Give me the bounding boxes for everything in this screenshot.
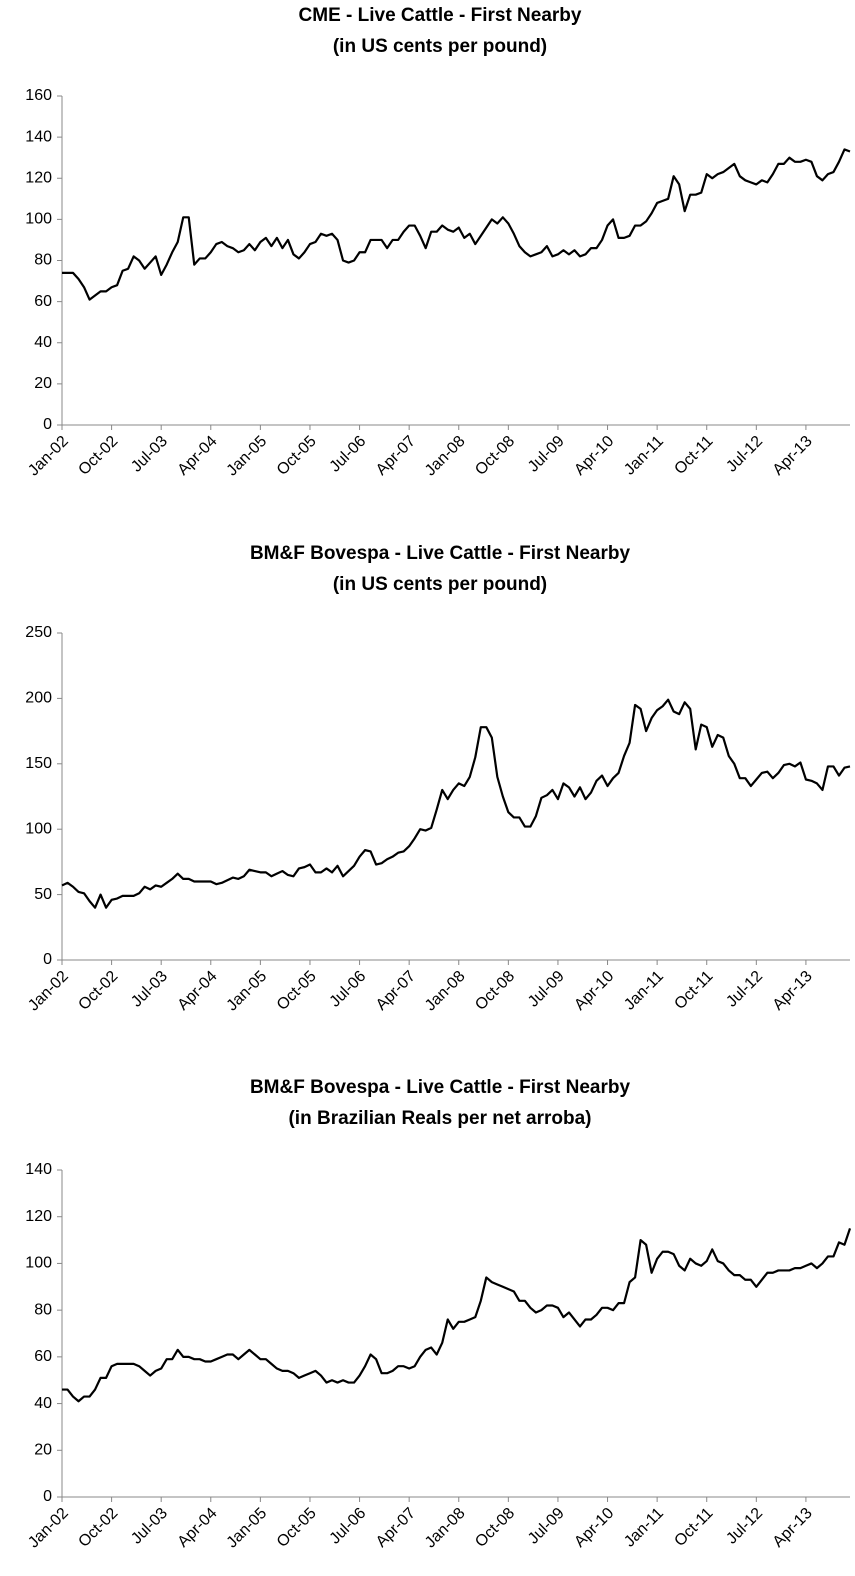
y-tick-label: 100 [25, 820, 52, 837]
y-tick-label: 40 [34, 1395, 52, 1412]
y-tick-label: 60 [34, 1348, 52, 1365]
y-tick-label: 40 [34, 334, 52, 351]
x-tick-label: Jan-02 [25, 968, 72, 1015]
x-tick-label: Oct-08 [472, 433, 518, 479]
x-tick-label: Jul-06 [327, 968, 370, 1011]
y-tick-label: 150 [25, 755, 52, 772]
x-tick-label: Jul-12 [723, 1505, 766, 1548]
chart-subtitle: (in US cents per pound) [333, 574, 547, 595]
x-tick-label: Apr-10 [571, 433, 617, 479]
x-tick-label: Jul-06 [327, 433, 370, 476]
chart-title: BM&F Bovespa - Live Cattle - First Nearb… [250, 543, 631, 564]
y-tick-label: 200 [25, 690, 52, 707]
x-tick-label: Oct-05 [274, 968, 320, 1014]
x-tick-label: Jul-09 [525, 1505, 568, 1548]
x-tick-label: Oct-05 [274, 433, 320, 479]
y-tick-label: 250 [25, 624, 52, 641]
data-line [62, 148, 851, 301]
y-tick-label: 50 [34, 886, 52, 903]
x-tick-label: Apr-07 [373, 1505, 419, 1551]
y-tick-label: 120 [25, 169, 52, 186]
x-tick-label: Apr-04 [175, 1505, 221, 1551]
x-tick-label: Oct-08 [472, 1505, 518, 1551]
x-tick-label: Oct-05 [274, 1505, 320, 1551]
x-tick-label: Jul-12 [723, 968, 766, 1011]
x-tick-label: Jul-09 [525, 968, 568, 1011]
chart-title: BM&F Bovespa - Live Cattle - First Nearb… [250, 1077, 631, 1098]
y-tick-label: 0 [43, 951, 52, 968]
x-tick-label: Apr-13 [770, 968, 816, 1014]
y-tick-label: 80 [34, 1301, 52, 1318]
y-tick-label: 60 [34, 293, 52, 310]
y-tick-label: 0 [43, 416, 52, 433]
x-tick-label: Jul-06 [327, 1505, 370, 1548]
x-tick-label: Jan-11 [621, 968, 667, 1014]
x-tick-label: Jan-11 [621, 1505, 667, 1551]
x-tick-label: Apr-07 [373, 433, 419, 479]
y-tick-label: 160 [25, 87, 52, 104]
x-tick-label: Apr-04 [175, 433, 221, 479]
data-line [61, 698, 851, 909]
x-tick-label: Apr-04 [175, 968, 221, 1014]
x-tick-label: Oct-11 [671, 968, 716, 1013]
x-tick-label: Jul-03 [128, 433, 171, 476]
x-tick-label: Apr-13 [770, 433, 816, 479]
x-tick-label: Jan-05 [224, 433, 271, 480]
x-tick-label: Oct-02 [75, 1505, 121, 1551]
y-tick-label: 20 [34, 375, 52, 392]
data-line [62, 1228, 852, 1403]
x-tick-label: Jan-05 [224, 1505, 271, 1552]
x-tick-label: Jan-11 [621, 433, 667, 479]
x-tick-label: Jan-08 [422, 433, 469, 480]
x-tick-label: Apr-13 [770, 1505, 816, 1551]
y-tick-label: 20 [34, 1442, 52, 1459]
y-tick-label: 140 [25, 1161, 52, 1178]
chart-title: CME - Live Cattle - First Nearby [299, 5, 582, 26]
x-tick-label: Apr-10 [571, 968, 617, 1014]
x-tick-label: Jan-08 [422, 1505, 469, 1552]
x-tick-label: Apr-10 [571, 1505, 617, 1551]
x-tick-label: Jul-12 [723, 433, 766, 476]
y-tick-label: 100 [25, 211, 52, 228]
x-tick-label: Jan-08 [422, 968, 469, 1015]
x-tick-label: Jan-05 [224, 968, 271, 1015]
chart-subtitle: (in US cents per pound) [333, 36, 547, 57]
x-tick-label: Oct-02 [75, 968, 121, 1014]
x-tick-label: Apr-07 [373, 968, 419, 1014]
x-tick-label: Oct-11 [671, 1505, 716, 1550]
y-tick-label: 100 [25, 1255, 52, 1272]
x-tick-label: Jul-03 [128, 1505, 171, 1548]
x-tick-label: Jan-02 [25, 433, 72, 480]
y-tick-label: 140 [25, 128, 52, 145]
y-tick-label: 120 [25, 1208, 52, 1225]
y-tick-label: 0 [43, 1488, 52, 1505]
x-tick-label: Jan-02 [25, 1505, 72, 1552]
x-tick-label: Jul-03 [128, 968, 171, 1011]
x-tick-label: Oct-08 [472, 968, 518, 1014]
chart-subtitle: (in Brazilian Reals per net arroba) [288, 1108, 591, 1129]
x-tick-label: Oct-02 [75, 433, 121, 479]
y-tick-label: 80 [34, 252, 52, 269]
x-tick-label: Jul-09 [525, 433, 568, 476]
x-tick-label: Oct-11 [671, 433, 716, 478]
